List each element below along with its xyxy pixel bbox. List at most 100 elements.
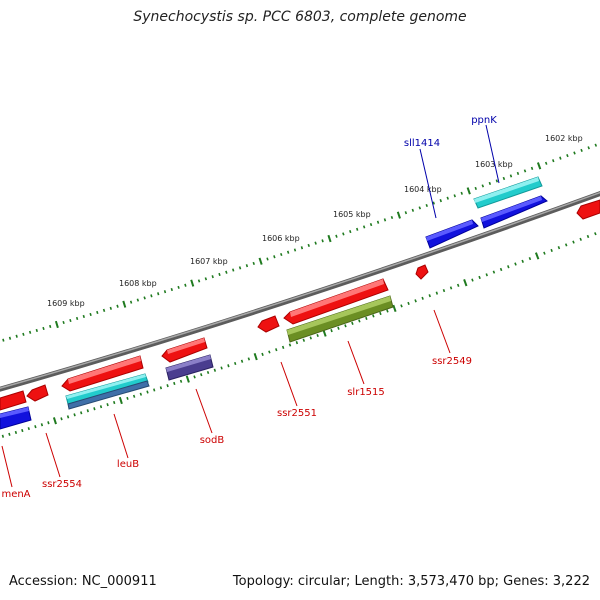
- inner-ring-minor-tick: [471, 278, 474, 282]
- inner-ring-minor-tick: [435, 291, 439, 295]
- gene-label-menA[interactable]: menA: [1, 489, 30, 500]
- inner-ring-minor-tick: [521, 259, 524, 263]
- inner-ring-minor-tick: [351, 321, 354, 325]
- gene-leuB-steel[interactable]: [67, 380, 150, 410]
- outer-ring-minor-tick: [280, 252, 283, 257]
- outer-ring-major-tick: [54, 320, 59, 329]
- outer-ring-minor-tick: [439, 199, 442, 203]
- gene-sodB[interactable]: [165, 354, 214, 381]
- inner-ring-minor-tick: [213, 368, 217, 372]
- outer-ring-minor-tick: [552, 159, 555, 163]
- outer-ring-minor-tick: [356, 227, 359, 231]
- gene-menA-red[interactable]: [0, 390, 27, 411]
- inner-ring-minor-tick: [179, 379, 183, 383]
- inner-ring-minor-tick: [337, 326, 340, 330]
- gene-label-ssr2549[interactable]: ssr2549: [432, 356, 472, 367]
- kbp-label-1602: 1602 kbp: [545, 134, 583, 143]
- gene-label-ssr2554[interactable]: ssr2554: [42, 479, 82, 490]
- outer-ring-major-tick: [466, 187, 471, 195]
- inner-ring-minor-tick: [492, 270, 496, 274]
- leader-sll1414: [419, 148, 437, 219]
- gene-label-leuB[interactable]: leuB: [117, 459, 139, 470]
- inner-ring-minor-tick: [8, 432, 11, 436]
- outer-ring-minor-tick: [42, 326, 45, 331]
- outer-ring-minor-tick: [252, 261, 255, 266]
- inner-ring-minor-tick: [146, 390, 149, 394]
- kbp-label-1608: 1608 kbp: [119, 279, 157, 288]
- inner-ring-minor-tick: [106, 403, 109, 407]
- inner-ring-minor-tick: [386, 309, 389, 313]
- gene-label-ppnK[interactable]: ppnK: [471, 115, 497, 126]
- gene-sll1414-2[interactable]: [425, 219, 479, 249]
- gene-sll1414-1[interactable]: [480, 195, 548, 229]
- gene-menA-blue[interactable]: [0, 406, 32, 430]
- inner-ring-minor-tick: [499, 267, 503, 272]
- gene-ssr2549[interactable]: [415, 264, 429, 280]
- outer-ring-minor-tick: [170, 287, 173, 292]
- inner-ring-minor-tick: [400, 304, 403, 308]
- inner-ring-minor-tick: [407, 301, 410, 305]
- gene-label-sodB[interactable]: sodB: [200, 435, 225, 446]
- gene-label-slr1515[interactable]: slr1515: [347, 387, 385, 398]
- inner-ring-minor-tick: [344, 324, 347, 328]
- inner-ring-minor-tick: [564, 243, 568, 247]
- outer-ring-minor-tick: [8, 336, 12, 340]
- gene-label-sll1414[interactable]: sll1414: [404, 138, 440, 149]
- inner-ring-minor-tick: [358, 319, 361, 323]
- outer-ring-minor-tick: [89, 312, 92, 317]
- inner-ring-minor-tick: [47, 421, 50, 425]
- kbp-label-1607: 1607 kbp: [190, 257, 228, 266]
- inner-ring-minor-tick: [379, 311, 382, 316]
- inner-ring-minor-tick: [66, 415, 70, 419]
- outer-ring-minor-tick: [481, 184, 485, 188]
- gene-edge-right[interactable]: [576, 199, 600, 220]
- outer-ring-minor-tick: [238, 266, 242, 270]
- outer-ring-minor-tick: [266, 257, 269, 261]
- outer-ring-minor-tick: [157, 292, 160, 296]
- gene-leuB[interactable]: [65, 373, 149, 405]
- inner-ring-minor-tick: [14, 430, 18, 435]
- kbp-label-1606: 1606 kbp: [262, 234, 300, 243]
- outer-ring-minor-tick: [474, 186, 477, 190]
- diagram-title: Synechocystis sp. PCC 6803, complete gen…: [133, 9, 467, 25]
- inner-ring-minor-tick: [528, 257, 532, 261]
- gene-slr1515[interactable]: [286, 295, 394, 343]
- gene-sodB-red[interactable]: [161, 337, 208, 363]
- inner-ring-minor-tick: [234, 361, 237, 366]
- gene-leuB-red[interactable]: [61, 355, 144, 392]
- inner-ring-major-tick: [52, 417, 57, 425]
- inner-ring-minor-tick: [295, 341, 299, 345]
- kbp-label-1604: 1604 kbp: [404, 185, 442, 194]
- inner-ring-minor-tick: [113, 400, 116, 405]
- inner-ring-minor-tick: [414, 299, 417, 303]
- inner-ring-minor-tick: [60, 417, 63, 421]
- kbp-label-1609: 1609 kbp: [47, 299, 85, 308]
- gene-slr1515-red[interactable]: [283, 278, 389, 325]
- inner-ring-minor-tick: [80, 411, 83, 415]
- inner-ring-major-tick: [463, 279, 468, 287]
- genome-backbone-highlight: [0, 191, 600, 389]
- inner-ring-minor-tick: [21, 428, 24, 433]
- gene-label-ssr2551[interactable]: ssr2551: [277, 408, 317, 419]
- outer-ring-minor-tick: [559, 156, 562, 160]
- genome-stats-text: Topology: circular; Length: 3,573,470 bp…: [232, 574, 590, 589]
- inner-ring-minor-tick: [173, 381, 176, 386]
- outer-ring-minor-tick: [502, 176, 506, 181]
- gene-ppnK[interactable]: [473, 176, 543, 209]
- inner-ring-minor-tick: [514, 262, 517, 266]
- inner-ring-minor-tick: [132, 394, 136, 398]
- inner-ring-major-tick: [253, 352, 258, 361]
- gene-ssr2551[interactable]: [257, 315, 280, 333]
- inner-ring-minor-tick: [240, 359, 244, 363]
- outer-ring-minor-tick: [2, 338, 5, 342]
- inner-ring-minor-tick: [365, 316, 368, 321]
- inner-ring-minor-tick: [442, 288, 446, 293]
- outer-ring-minor-tick: [143, 296, 146, 300]
- gene-ssr2554[interactable]: [26, 384, 49, 402]
- accession-text: Accession: NC_000911: [9, 574, 157, 589]
- leader-ssr2551: [280, 361, 298, 407]
- outer-ring-minor-tick: [82, 314, 85, 319]
- inner-ring-major-tick: [118, 396, 123, 405]
- outer-ring-minor-tick: [404, 211, 408, 215]
